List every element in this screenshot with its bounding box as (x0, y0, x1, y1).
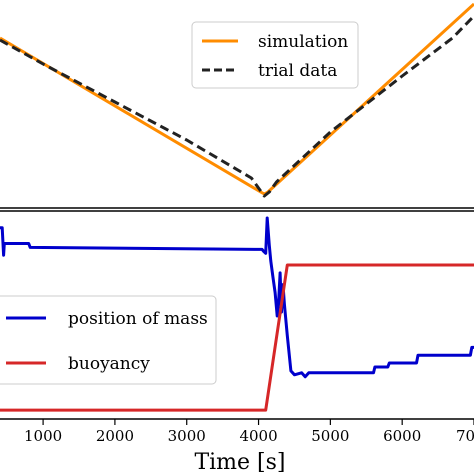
x-tick-label: 6000 (383, 427, 421, 445)
x-tick-label: 70 (456, 427, 474, 445)
top-plot-panel: simulation trial data (0, 2, 474, 209)
series-line-trial-data (0, 14, 474, 198)
legend-label-buoyancy: buoyancy (68, 354, 150, 374)
bottom-legend-box (0, 295, 217, 385)
series-line-buoyancy (0, 263, 474, 412)
x-axis-ticks: 1000 2000 3000 4000 5000 6000 70 (24, 419, 474, 445)
x-tick-label: 1000 (24, 427, 62, 445)
x-tick-label: 4000 (239, 427, 277, 445)
x-tick-label: 2000 (96, 427, 134, 445)
top-legend: simulation trial data (191, 21, 359, 89)
legend-label-position-of-mass: position of mass (68, 309, 208, 329)
legend-label-simulation: simulation (258, 32, 348, 52)
bottom-plot-panel: 1000 2000 3000 4000 5000 6000 70 position of m… (0, 210, 474, 474)
legend-label-trial-data: trial data (258, 61, 337, 81)
series-line-simulation (0, 2, 474, 196)
x-axis-label: Time [s] (194, 450, 285, 474)
bottom-legend: position of mass buoyancy (0, 295, 217, 385)
x-tick-label: 5000 (311, 427, 349, 445)
x-tick-label: 3000 (168, 427, 206, 445)
